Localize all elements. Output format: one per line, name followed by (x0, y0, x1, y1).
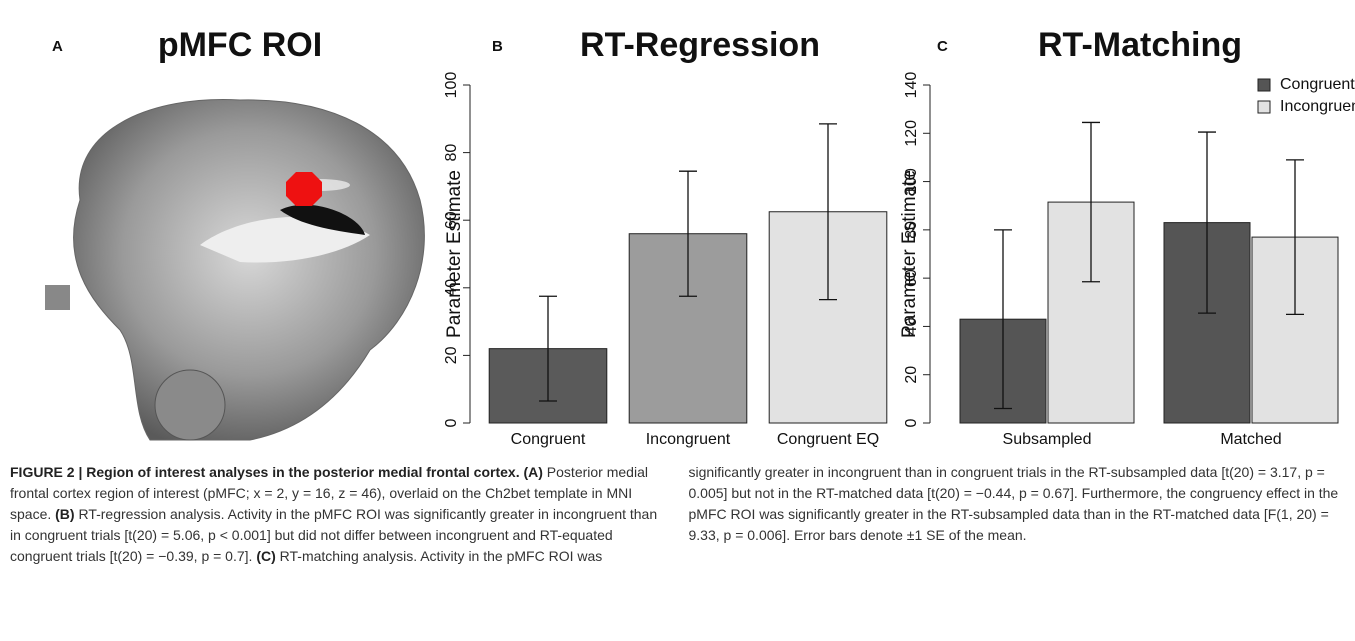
x-tick-label: Subsampled (1003, 431, 1092, 448)
y-tick-label: 20 (903, 366, 920, 384)
y-tick-label: 80 (903, 221, 920, 239)
y-tick-label: 40 (443, 279, 460, 297)
x-tick-label: Incongruent (646, 431, 731, 448)
panel-label: A (52, 38, 63, 55)
y-tick-label: 80 (443, 144, 460, 162)
y-axis-label: Parameter Estimate (899, 170, 920, 338)
y-tick-label: 0 (903, 418, 920, 427)
panel-label: B (492, 38, 503, 55)
caption-text: (C) (256, 548, 276, 564)
y-tick-label: 40 (903, 317, 920, 335)
panel-label: C (937, 38, 948, 55)
y-tick-label: 100 (443, 72, 460, 99)
y-tick-label: 100 (903, 168, 920, 195)
y-tick-label: 60 (443, 211, 460, 229)
y-tick-label: 0 (443, 418, 460, 427)
legend-label: Incongruent (1280, 98, 1355, 115)
y-tick-label: 140 (903, 72, 920, 99)
caption-text: RT-regression analysis. Activity in the … (10, 506, 658, 564)
caption-text: FIGURE 2 | Region of interest analyses i… (10, 464, 520, 480)
legend-swatch (1257, 78, 1271, 92)
figure: A pMFC ROI B RT-Regression Parameter Estim… (45, 26, 1355, 448)
x-tick-label: Matched (1220, 431, 1281, 448)
x-tick-label: Congruent (511, 431, 586, 448)
legend-label: Congruent (1280, 76, 1355, 93)
caption-text: (B) (55, 506, 75, 522)
chart-title: RT-Matching (1038, 26, 1242, 64)
y-tick-label: 60 (903, 269, 920, 287)
legend-swatch (1257, 100, 1271, 114)
y-axis-label: Parameter Estimate (444, 170, 465, 338)
caption-text: Posterior medial frontal cortex region o… (10, 464, 648, 522)
caption-text: (A) (519, 464, 543, 480)
caption-text: RT-matching analysis. Activity in the pM… (275, 464, 1339, 564)
panel-title: pMFC ROI (158, 26, 322, 64)
x-tick-label: Congruent EQ (777, 431, 879, 448)
caption: FIGURE 2 | Region of interest analyses i… (10, 462, 1345, 634)
chart-title: RT-Regression (580, 26, 820, 64)
brain-image (45, 99, 425, 441)
y-tick-label: 20 (443, 346, 460, 364)
y-tick-label: 120 (903, 120, 920, 147)
